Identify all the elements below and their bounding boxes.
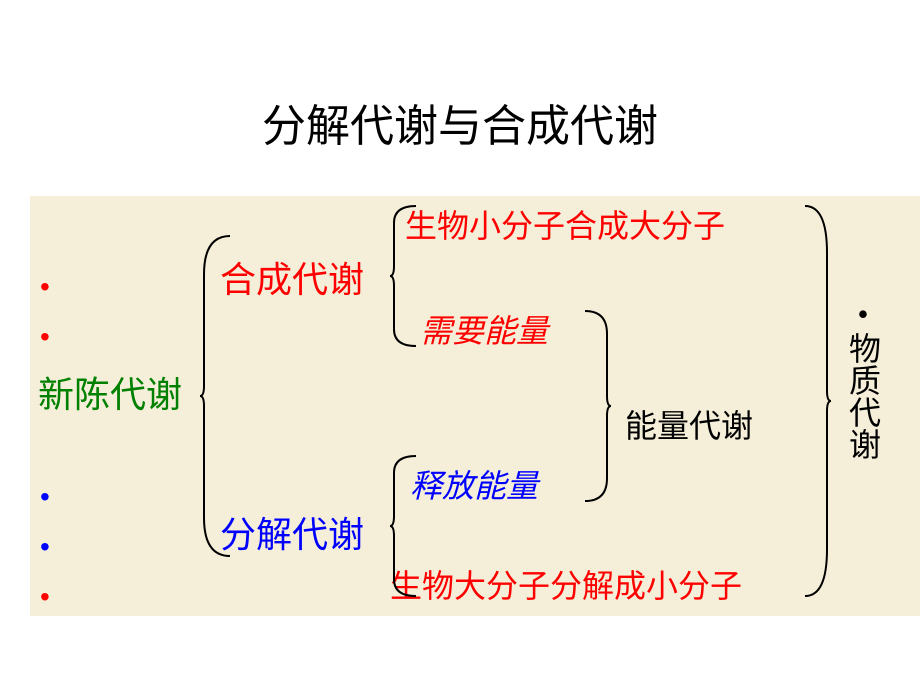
bullet-1: • [40,321,50,353]
energy-metabolism-label: 能量代谢 [625,401,753,447]
brace-0 [200,236,230,556]
brace-4 [805,206,831,596]
brace-2 [390,456,416,596]
bullet-2: • [40,481,50,513]
substance-metabolism-label: •物质代谢 [840,296,886,460]
brace-1 [390,206,416,346]
synth-large-label: 生物小分子合成大分子 [405,201,725,247]
anabolism-label: 合成代谢 [220,251,364,303]
need-energy-label: 需要能量 [420,306,548,352]
bullet-4: • [40,581,50,613]
bullet-3: • [40,531,50,563]
release-energy-label: 释放能量 [410,461,538,507]
break-large-label: 生物大分子分解成小分子 [390,561,742,607]
diagram-area: 新陈代谢 合成代谢分解代谢 生物小分子合成大分子需要能量释放能量生物大分子分解成小分… [30,196,920,616]
page-title: 分解代谢与合成代谢 [0,0,920,154]
brace-3 [585,311,611,501]
bullet-0: • [40,271,50,303]
root-label: 新陈代谢 [38,366,182,418]
catabolism-label: 分解代谢 [220,506,364,558]
